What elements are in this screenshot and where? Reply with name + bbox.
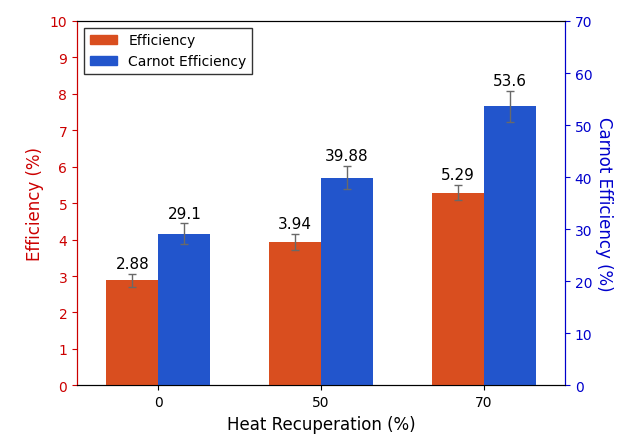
Y-axis label: Carnot Efficiency (%): Carnot Efficiency (%) [595,117,613,291]
Bar [431,193,483,385]
X-axis label: Heat Recuperation (%): Heat Recuperation (%) [227,415,415,433]
Text: 29.1: 29.1 [168,206,202,221]
Y-axis label: Efficiency (%): Efficiency (%) [26,147,44,261]
Text: 39.88: 39.88 [325,149,369,164]
Bar [321,178,373,385]
Legend: Efficiency, Carnot Efficiency: Efficiency, Carnot Efficiency [84,29,252,75]
Bar [159,234,211,385]
Text: 3.94: 3.94 [278,216,312,231]
Bar [107,281,159,385]
Text: 2.88: 2.88 [116,256,149,271]
Text: 5.29: 5.29 [440,168,474,183]
Bar [269,242,321,385]
Text: 53.6: 53.6 [492,74,526,88]
Bar [483,107,535,385]
